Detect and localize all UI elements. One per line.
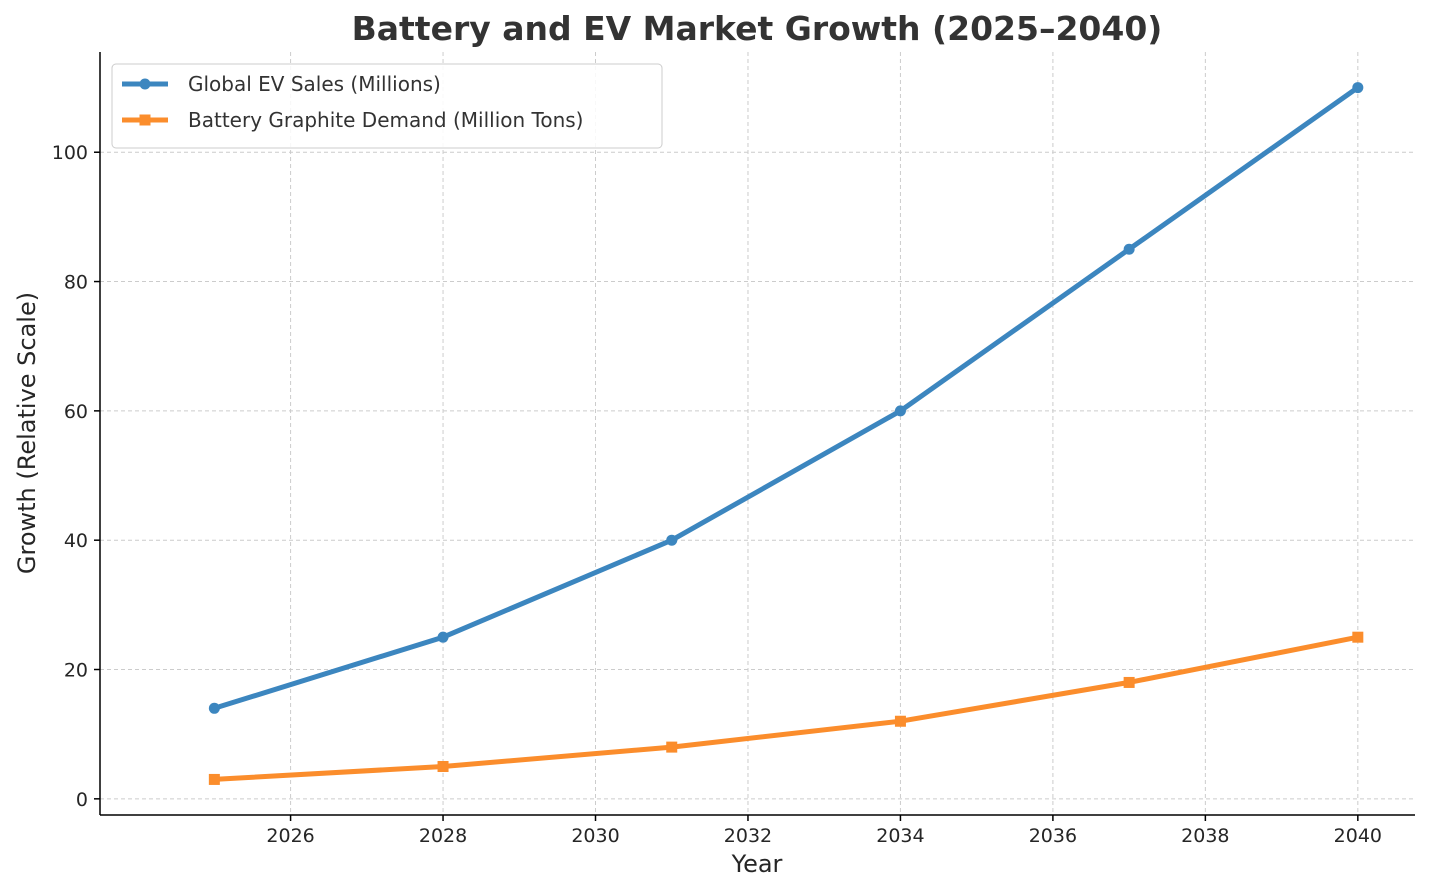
- y-tick-label: 60: [64, 401, 88, 423]
- data-point: [437, 631, 449, 643]
- x-axis-label: Year: [731, 850, 783, 878]
- legend-item: Global EV Sales (Millions): [122, 72, 441, 96]
- data-point: [894, 405, 906, 417]
- chart-title: Battery and EV Market Growth (2025–2040): [352, 9, 1163, 48]
- y-tick-label: 0: [76, 789, 88, 811]
- legend-label: Global EV Sales (Millions): [188, 72, 441, 96]
- legend-swatch-marker: [139, 114, 151, 126]
- x-tick-label: 2026: [266, 825, 314, 847]
- data-point: [666, 534, 678, 546]
- y-axis-label: Growth (Relative Scale): [13, 292, 41, 574]
- x-tick-label: 2030: [571, 825, 619, 847]
- axes: 2026 2028 2030 2032 2034 2036 2038 204002040608…: [52, 52, 1415, 847]
- data-point: [666, 741, 678, 753]
- legend-item: Battery Graphite Demand (Million Tons): [122, 108, 583, 132]
- series-line: [211, 634, 1361, 782]
- x-tick-label: 2032: [724, 825, 772, 847]
- x-tick-label: 2034: [876, 825, 924, 847]
- series-2: [208, 631, 1364, 785]
- legend-label: Battery Graphite Demand (Million Tons): [188, 108, 583, 132]
- grid: [100, 52, 1415, 815]
- series-1: [208, 82, 1364, 714]
- legend: Global EV Sales (Millions) Battery Graphi…: [111, 63, 663, 149]
- x-tick-label: 2040: [1334, 825, 1382, 847]
- y-tick-label: 80: [64, 272, 88, 294]
- data-point: [1352, 82, 1364, 94]
- y-tick-label: 20: [64, 660, 88, 682]
- series-lines: [208, 82, 1364, 785]
- data-point: [208, 773, 220, 785]
- data-point: [437, 761, 449, 773]
- x-tick-label: 2028: [419, 825, 467, 847]
- x-tick-label: 2038: [1181, 825, 1229, 847]
- series-line: [211, 85, 1361, 711]
- x-tick-label: 2036: [1029, 825, 1077, 847]
- data-point: [1123, 243, 1135, 255]
- legend-swatch-marker: [139, 78, 151, 90]
- data-point: [208, 702, 220, 714]
- legend-box: [111, 63, 663, 149]
- data-point: [894, 715, 906, 727]
- y-tick-label: 100: [52, 142, 88, 164]
- data-point: [1352, 631, 1364, 643]
- y-tick-label: 40: [64, 530, 88, 552]
- data-point: [1123, 676, 1135, 688]
